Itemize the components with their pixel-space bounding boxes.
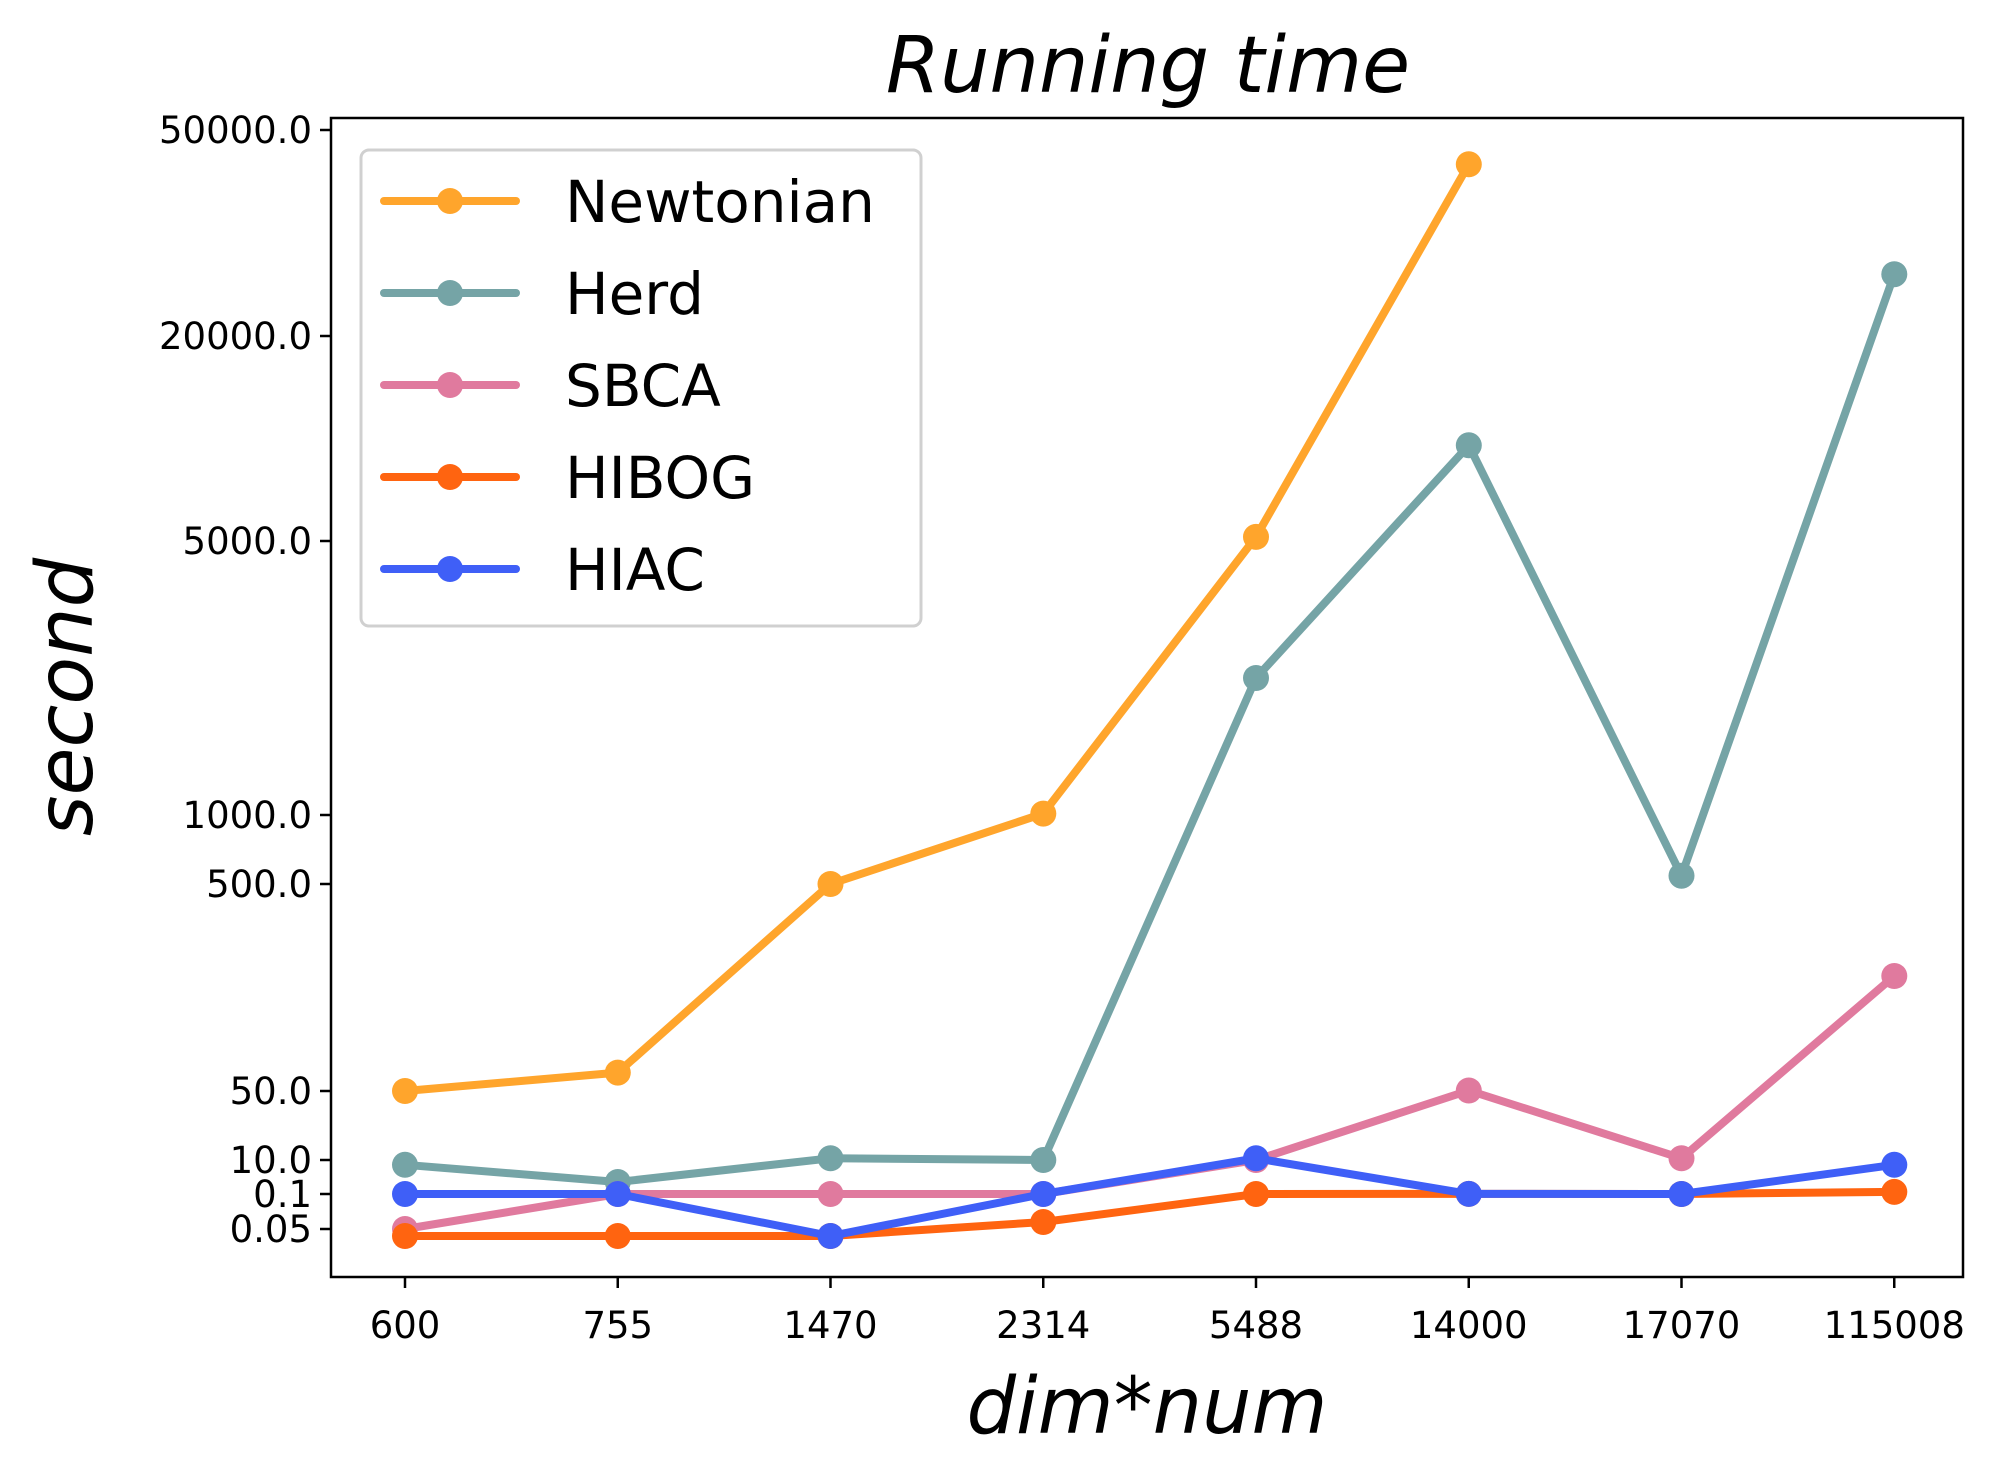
y-tick-label: 50.0 bbox=[230, 1070, 312, 1113]
y-axis: 50000.020000.05000.01000.0500.050.010.00… bbox=[159, 109, 331, 1251]
legend-item-newtonian: Newtonian bbox=[380, 168, 875, 236]
series-line-hiac bbox=[401, 1154, 1899, 1240]
data-point-hiac bbox=[817, 1223, 844, 1249]
y-tick-label: 20000.0 bbox=[159, 315, 312, 358]
legend-swatch-marker bbox=[437, 280, 463, 306]
legend-item-hiac: HIAC bbox=[380, 536, 705, 604]
x-tick-label: 2314 bbox=[996, 1304, 1090, 1347]
legend-item-herd: Herd bbox=[380, 260, 704, 328]
data-point-herd bbox=[1030, 1147, 1057, 1173]
x-tick-label: 115008 bbox=[1824, 1304, 1965, 1347]
data-point-hibog bbox=[1243, 1181, 1269, 1207]
series-line-herd bbox=[401, 270, 1899, 1186]
legend-item-sbca: SBCA bbox=[380, 352, 721, 420]
data-point-sbca bbox=[1455, 1077, 1482, 1104]
series-hiac bbox=[392, 1145, 1908, 1249]
data-point-herd bbox=[817, 1145, 844, 1172]
data-point-hiac bbox=[1030, 1181, 1057, 1207]
x-tick-label: 600 bbox=[370, 1304, 441, 1347]
legend: Newtonian Herd SBCA HIBOG HIAC bbox=[359, 148, 923, 628]
y-tick-label: 5000.0 bbox=[183, 520, 312, 563]
data-point-sbca bbox=[1668, 1145, 1695, 1172]
y-tick-label: 0.05 bbox=[230, 1208, 312, 1251]
data-point-herd bbox=[1881, 261, 1908, 288]
data-point-herd bbox=[392, 1151, 418, 1178]
y-tick-label: 1000.0 bbox=[183, 794, 312, 837]
legend-label: Herd bbox=[565, 260, 704, 328]
x-axis: 600 755 1470 2314 5488 14000 17070 115008 bbox=[370, 1277, 1965, 1347]
data-point-hibog bbox=[1881, 1178, 1908, 1205]
x-tick-label: 5488 bbox=[1209, 1304, 1303, 1347]
data-point-newtonian bbox=[1030, 800, 1057, 827]
legend-swatch-marker bbox=[437, 372, 463, 398]
data-point-sbca bbox=[817, 1181, 844, 1207]
data-point-sbca bbox=[1881, 963, 1908, 989]
series-layer bbox=[392, 151, 1908, 1249]
data-point-newtonian bbox=[1455, 151, 1482, 178]
chart-title: Running time bbox=[886, 21, 1410, 111]
data-point-newtonian bbox=[1243, 523, 1269, 550]
legend-swatch-marker bbox=[437, 556, 463, 582]
data-point-hibog bbox=[1030, 1209, 1057, 1235]
series-newtonian bbox=[392, 151, 1482, 1104]
legend-label: Newtonian bbox=[565, 168, 875, 236]
x-axis-title: dim*num bbox=[966, 1362, 1327, 1452]
legend-swatch-marker bbox=[437, 464, 463, 490]
x-tick-label: 17070 bbox=[1623, 1304, 1741, 1347]
data-point-newtonian bbox=[392, 1078, 418, 1104]
data-point-herd bbox=[1243, 665, 1269, 691]
data-point-herd bbox=[1668, 862, 1695, 889]
legend-box bbox=[359, 148, 923, 628]
data-point-newtonian bbox=[604, 1059, 631, 1086]
data-point-hibog bbox=[392, 1223, 418, 1249]
data-point-hiac bbox=[1455, 1180, 1482, 1207]
data-point-hibog bbox=[604, 1223, 631, 1249]
x-tick-label: 14000 bbox=[1410, 1304, 1528, 1347]
data-point-hiac bbox=[392, 1181, 418, 1207]
y-tick-label: 0.1 bbox=[253, 1173, 312, 1216]
data-point-hiac bbox=[1668, 1181, 1695, 1207]
x-tick-label: 1470 bbox=[783, 1304, 877, 1347]
data-point-hiac bbox=[1243, 1145, 1269, 1172]
legend-item-hibog: HIBOG bbox=[380, 444, 755, 512]
y-tick-label: 500.0 bbox=[206, 863, 312, 906]
legend-label: SBCA bbox=[565, 352, 721, 420]
legend-label: HIAC bbox=[565, 536, 705, 604]
data-point-herd bbox=[1455, 432, 1482, 459]
legend-label: HIBOG bbox=[565, 444, 755, 512]
data-point-hiac bbox=[604, 1181, 631, 1207]
data-point-newtonian bbox=[817, 871, 844, 897]
y-tick-label: 50000.0 bbox=[159, 109, 312, 152]
y-tick-label: 10.0 bbox=[230, 1139, 312, 1182]
x-tick-label: 755 bbox=[582, 1304, 653, 1347]
y-axis-title: second bbox=[21, 557, 111, 836]
legend-swatch-marker bbox=[437, 188, 463, 214]
data-point-hiac bbox=[1881, 1151, 1908, 1178]
series-line-newtonian bbox=[401, 160, 1473, 1095]
